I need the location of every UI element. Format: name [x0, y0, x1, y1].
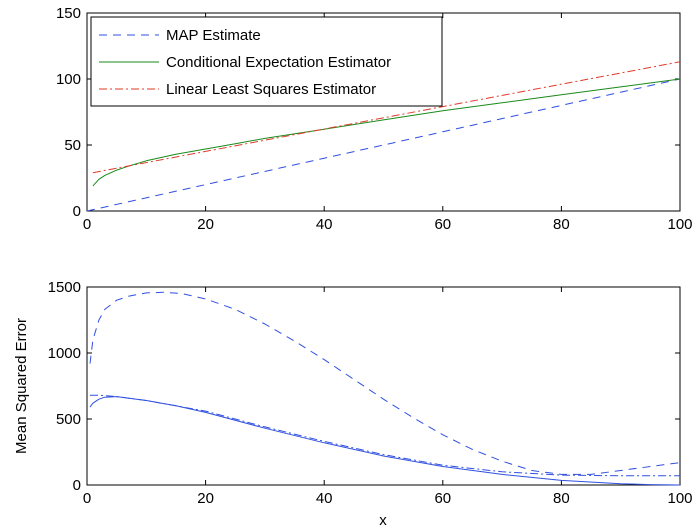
bottom-y-axis-label: Mean Squared Error [13, 318, 30, 454]
top-xtick-label-3: 60 [434, 216, 451, 233]
bottom-plot-frame [86, 286, 681, 486]
top-xtick-label-1: 20 [197, 216, 214, 233]
top-ytick-label-2: 100 [56, 71, 81, 88]
bottom-xtick-label-3: 60 [434, 490, 451, 507]
top-ytick-label-3: 150 [56, 5, 81, 22]
top-series-line-1 [92, 78, 681, 187]
bottom-ytick-label-2: 1000 [48, 345, 81, 362]
bottom-ytick-label-1: 500 [56, 411, 81, 428]
legend: MAP Estimate Conditional Expectation Est… [90, 16, 443, 107]
top-series-line-0 [86, 78, 681, 212]
legend-label-map: MAP Estimate [166, 27, 261, 44]
bottom-yticks: 0 500 1000 1500 [48, 279, 680, 494]
legend-label-lls: Linear Least Squares Estimator [166, 81, 376, 98]
top-xtick-label-2: 40 [316, 216, 333, 233]
top-xticks: 0 20 40 60 80 100 [83, 13, 693, 233]
top-plot: 0 20 40 60 80 100 0 50 100 150 MAP Estimate Cond… [56, 5, 693, 233]
bottom-xtick-label-0: 0 [83, 490, 91, 507]
bottom-ytick-label-3: 1500 [48, 279, 81, 296]
bottom-xtick-label-1: 20 [197, 490, 214, 507]
top-ytick-label-0: 0 [73, 203, 81, 220]
bottom-xticks: 0 20 40 60 80 100 [83, 287, 693, 507]
top-xtick-label-0: 0 [83, 216, 91, 233]
top-yticks: 0 50 100 150 [56, 5, 680, 220]
top-ytick-label-1: 50 [64, 137, 81, 154]
bottom-plot: 0 20 40 60 80 100 0 500 1000 1500 x Mean Squared… [13, 279, 693, 529]
bottom-series-line-0 [89, 291, 681, 475]
top-series [86, 61, 681, 212]
legend-label-cond-exp: Conditional Expectation Estimator [166, 54, 391, 71]
bottom-xtick-label-2: 40 [316, 490, 333, 507]
top-series-line-2 [92, 61, 681, 174]
top-xtick-label-4: 80 [553, 216, 570, 233]
bottom-xtick-label-4: 80 [553, 490, 570, 507]
bottom-x-axis-label: x [379, 512, 387, 529]
bottom-xtick-label-5: 100 [667, 490, 692, 507]
bottom-ytick-label-0: 0 [73, 477, 81, 494]
top-xtick-label-5: 100 [667, 216, 692, 233]
bottom-series-line-1 [89, 396, 681, 486]
bottom-series [89, 291, 681, 486]
